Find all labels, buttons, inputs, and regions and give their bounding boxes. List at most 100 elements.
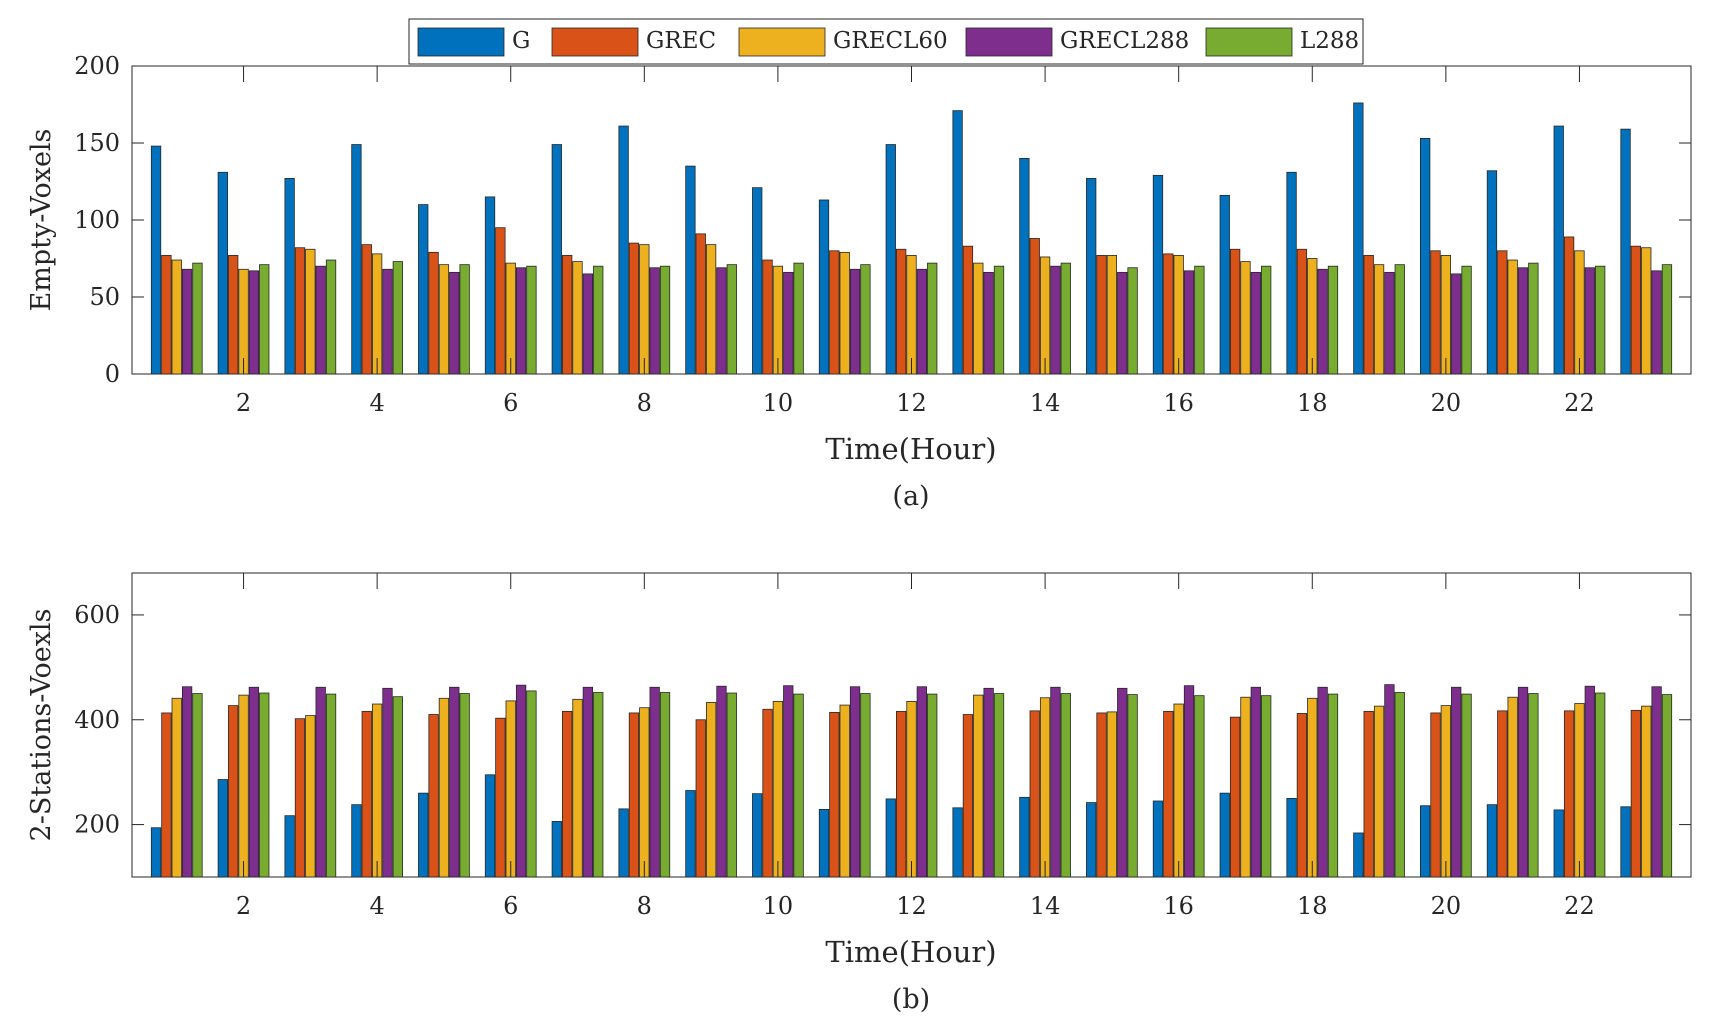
bar-b-g-3	[284, 815, 295, 878]
bar-b-l288-7	[593, 692, 604, 878]
bar-a-grec-1	[161, 255, 172, 375]
bar-a-l288-1	[192, 262, 203, 375]
bar-b-grecl288-11	[849, 686, 861, 878]
bar-a-grecl60-14	[1039, 256, 1051, 375]
bar-b-grecl60-19	[1373, 705, 1385, 878]
panel-b-ylabel: 2-Stations-Voexls	[26, 609, 57, 842]
panel-a-xlabel: Time(Hour)	[825, 432, 996, 466]
bar-a-grecl288-16	[1183, 270, 1195, 375]
bar-b-grecl60-6	[505, 700, 516, 878]
bar-b-grec-3	[294, 718, 306, 878]
bar-a-grecl60-21	[1507, 259, 1518, 375]
bar-b-grec-14	[1029, 710, 1040, 878]
bar-b-g-11	[818, 808, 830, 878]
legend-swatch-l288	[1205, 27, 1293, 57]
bar-a-l288-21	[1528, 262, 1539, 375]
bar-a-grecl60-4	[371, 253, 383, 375]
bar-a-g-23	[1620, 128, 1631, 375]
bar-b-grecl60-3	[305, 715, 316, 878]
bar-a-g-16	[1152, 174, 1164, 375]
bar-a-grecl288-15	[1117, 271, 1128, 375]
bar-a-grecl288-22	[1584, 267, 1595, 375]
bar-b-l288-21	[1528, 693, 1539, 878]
xtick-label-b-6: 6	[503, 892, 518, 920]
ytick-label-a-0: 0	[105, 360, 120, 388]
bar-a-grec-11	[829, 250, 840, 375]
bar-a-grec-18	[1296, 248, 1308, 375]
bar-b-grec-2	[228, 705, 239, 878]
bar-b-g-2	[217, 779, 228, 878]
bar-a-grecl288-12	[916, 268, 927, 375]
bar-a-grecl60-3	[305, 248, 316, 375]
bar-a-l288-9	[726, 264, 737, 375]
bar-a-l288-5	[459, 264, 470, 375]
xtick-label-a-4: 4	[369, 389, 384, 417]
bar-b-g-10	[752, 793, 763, 878]
bar-a-grecl60-17	[1240, 261, 1251, 375]
bar-a-grec-16	[1163, 253, 1174, 375]
bar-a-g-9	[685, 165, 696, 375]
xtick-label-b-8: 8	[637, 892, 652, 920]
bar-b-grecl60-23	[1641, 705, 1652, 878]
bar-b-l288-18	[1327, 693, 1339, 878]
bar-a-l288-18	[1327, 265, 1339, 375]
bar-a-g-22	[1553, 125, 1564, 375]
bar-b-grecl60-20	[1440, 705, 1451, 878]
bar-b-l288-20	[1461, 693, 1472, 878]
bar-a-g-10	[752, 187, 763, 375]
legend-swatch-grecl60	[738, 27, 826, 57]
bar-a-g-5	[418, 204, 429, 375]
bar-b-l288-14	[1060, 693, 1071, 878]
ytick-label-a-150: 150	[74, 129, 120, 157]
panel-a-caption: (a)	[892, 481, 929, 512]
bar-a-grecl60-6	[505, 262, 516, 375]
bar-a-l288-7	[593, 265, 604, 375]
ytick-label-b-400: 400	[74, 706, 120, 734]
bar-b-grec-22	[1563, 710, 1575, 878]
bar-a-g-15	[1086, 178, 1097, 375]
bar-a-grecl288-23	[1651, 270, 1662, 375]
bar-b-l288-1	[192, 693, 203, 878]
xtick-label-a-16: 16	[1163, 389, 1194, 417]
xtick-label-a-10: 10	[763, 389, 794, 417]
panel-b-xlabel: Time(Hour)	[825, 935, 996, 969]
bar-b-g-7	[551, 821, 562, 878]
bar-a-grecl288-18	[1317, 268, 1328, 375]
panel-a-ylabel: Empty-Voxels	[26, 129, 57, 312]
bar-a-g-18	[1286, 171, 1297, 375]
bar-a-grec-15	[1096, 255, 1107, 375]
bar-a-grec-8	[628, 242, 640, 375]
xtick-label-b-14: 14	[1030, 892, 1061, 920]
xtick-label-a-8: 8	[637, 389, 652, 417]
xtick-label-b-22: 22	[1564, 892, 1595, 920]
bar-b-l288-9	[726, 692, 737, 878]
xtick-label-a-22: 22	[1564, 389, 1595, 417]
bar-b-grecl288-19	[1384, 684, 1395, 878]
bar-a-grecl288-2	[248, 270, 260, 375]
bar-b-grecl288-23	[1651, 686, 1662, 878]
ytick-label-a-200: 200	[74, 52, 120, 80]
bar-b-g-8	[618, 808, 629, 878]
panel-b-bars	[150, 684, 1673, 878]
bar-b-grec-5	[428, 714, 439, 878]
bar-b-grecl288-3	[315, 686, 326, 878]
bar-b-grec-21	[1497, 710, 1508, 878]
bar-b-grecl60-18	[1307, 697, 1318, 878]
bar-a-g-11	[818, 199, 830, 375]
bar-a-l288-23	[1661, 264, 1673, 375]
bar-b-grecl60-9	[705, 702, 717, 878]
bar-a-g-1	[150, 145, 162, 375]
bar-b-grec-13	[962, 714, 974, 878]
bar-a-grec-23	[1630, 245, 1642, 375]
bar-a-l288-13	[993, 265, 1005, 375]
bar-b-grecl288-20	[1451, 686, 1462, 878]
bar-b-g-5	[418, 792, 429, 878]
xtick-label-a-2: 2	[236, 389, 251, 417]
bar-b-grecl60-17	[1240, 696, 1251, 878]
bar-a-grec-3	[294, 247, 306, 375]
legend: G GREC GRECL60 GRECL288 L288	[408, 18, 1364, 65]
bar-b-grec-7	[562, 710, 573, 878]
bar-b-grec-23	[1630, 709, 1642, 878]
bar-b-grecl288-8	[649, 686, 660, 878]
bar-a-grecl60-13	[973, 262, 984, 375]
